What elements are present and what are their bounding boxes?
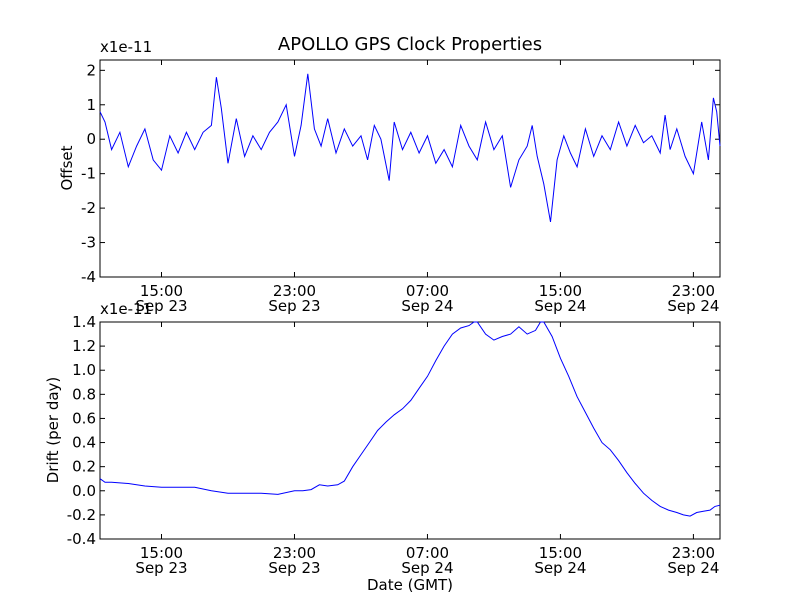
offset-chart: APOLLO GPS Clock Properties x1e-11 Offse… [58,34,721,315]
drift-y-tick-label: -0.2 [67,506,96,524]
drift-x-tick-date-label: Sep 23 [135,559,187,577]
drift-y-tick-label: 0.8 [72,385,96,403]
drift-x-tick-date-label: Sep 24 [534,559,586,577]
drift-x-tick-date-label: Sep 24 [667,559,719,577]
offset-multiplier-label: x1e-11 [100,38,152,56]
drift-y-axis-label: Drift (per day) [44,377,62,484]
offset-x-tick-date-label: Sep 24 [667,297,719,315]
drift-x-tick-time-label: 23:00 [273,544,316,562]
offset-y-tick-label: 0 [86,130,96,148]
drift-x-tick-time-label: 15:00 [140,544,183,562]
drift-y-tick-label: 1.2 [72,337,96,355]
offset-plot-frame [99,59,721,278]
offset-x-tick-date-label: Sep 24 [401,297,453,315]
drift-x-tick-date-label: Sep 23 [268,559,320,577]
offset-x-tick-time-label: 15:00 [140,282,183,300]
drift-multiplier-label: x1e-11 [100,300,152,318]
drift-y-tick-label: 1.0 [72,361,96,379]
offset-x-tick-date-label: Sep 24 [534,297,586,315]
drift-x-tick-time-label: 15:00 [539,544,582,562]
offset-x-tick-time-label: 23:00 [273,282,316,300]
drift-plot-frame [99,321,721,540]
offset-y-tick-label: 2 [86,61,96,79]
offset-y-tick-label: -1 [81,165,96,183]
offset-y-tick-label: -4 [81,268,96,286]
offset-x-tick-date-label: Sep 23 [135,297,187,315]
drift-x-tick-date-label: Sep 24 [401,559,453,577]
offset-x-tick-time-label: 07:00 [406,282,449,300]
x-axis-label: Date (GMT) [367,576,453,594]
offset-y-tick-label: -2 [81,199,96,217]
drift-y-tick-label: 0.0 [72,482,96,500]
offset-y-axis-label: Offset [58,145,76,190]
offset-series-line [99,73,721,222]
drift-y-tick-label: 1.4 [72,313,96,331]
offset-y-tick-label: 1 [86,96,96,114]
drift-y-tick-label: 0.4 [72,434,96,452]
drift-y-tick-label: 0.2 [72,458,96,476]
drift-y-tick-label: 0.6 [72,409,96,427]
offset-y-tick-label: -3 [81,234,96,252]
drift-chart: x1e-11 Drift (per day) Date (GMT) -0.4 -0… [44,300,721,594]
chart-title: APOLLO GPS Clock Properties [278,34,542,55]
drift-x-tick-time-label: 07:00 [406,544,449,562]
drift-axis-ticks: -0.4-0.20.00.20.40.60.81.01.21.415:00Sep… [67,313,720,577]
drift-x-tick-time-label: 23:00 [672,544,715,562]
offset-x-tick-time-label: 15:00 [539,282,582,300]
offset-x-tick-time-label: 23:00 [672,282,715,300]
drift-series-line [99,321,721,517]
offset-x-tick-date-label: Sep 23 [268,297,320,315]
drift-y-tick-label: -0.4 [67,530,96,548]
